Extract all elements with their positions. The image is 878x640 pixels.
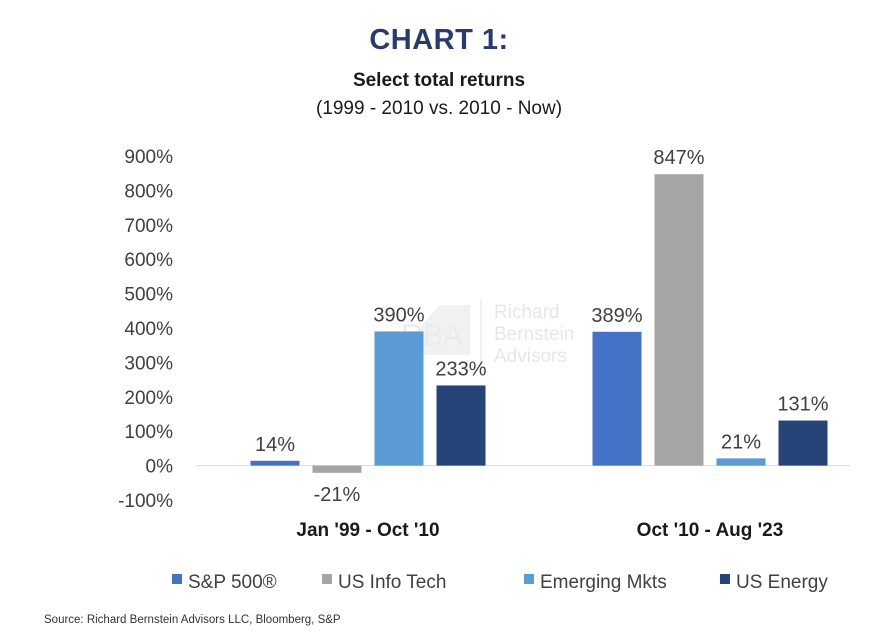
y-tick-label: 300% (124, 353, 173, 374)
y-tick-label: -100% (118, 491, 173, 512)
y-tick-label: 0% (146, 457, 174, 478)
svg-text:Advisors: Advisors (494, 346, 567, 367)
data-label: 233% (435, 358, 486, 380)
bar (250, 460, 300, 466)
data-label: 390% (373, 304, 424, 326)
data-label: 131% (777, 394, 828, 416)
y-tick-label: 400% (124, 319, 173, 340)
bar (312, 465, 362, 473)
y-tick-label: 200% (124, 388, 173, 409)
legend-label: US Energy (736, 572, 828, 593)
legend-swatch (524, 574, 534, 584)
source-note: Source: Richard Bernstein Advisors LLC, … (44, 614, 341, 626)
bar (592, 331, 642, 466)
legend-label: Emerging Mkts (540, 572, 667, 593)
legend-swatch (172, 574, 182, 584)
y-tick-label: 700% (124, 216, 173, 237)
bar (778, 420, 828, 466)
chart-subtitle-period: (1999 - 2010 vs. 2010 - Now) (315, 98, 563, 119)
data-label: 14% (255, 434, 295, 456)
legend-swatch (720, 574, 730, 584)
bar (716, 458, 766, 466)
data-label: 21% (721, 431, 761, 453)
y-tick-label: 100% (124, 422, 173, 443)
chart-title: CHART 1: (369, 24, 509, 56)
chart-subtitle: Select total returns (352, 70, 526, 91)
data-label: -21% (314, 484, 361, 506)
y-tick-label: 500% (124, 285, 173, 306)
x-category-label: Jan '99 - Oct '10 (296, 520, 439, 541)
legend-label: US Info Tech (338, 572, 446, 593)
data-label: 389% (591, 305, 642, 327)
data-label: 847% (653, 147, 704, 169)
y-tick-label: 600% (124, 250, 173, 271)
bar (374, 331, 424, 466)
bar (654, 174, 704, 466)
y-tick-label: 900% (124, 147, 173, 168)
svg-text:Richard: Richard (494, 302, 559, 323)
legend-swatch (322, 574, 332, 584)
svg-text:Bernstein: Bernstein (494, 324, 574, 345)
y-tick-label: 800% (124, 181, 173, 202)
bar (436, 385, 486, 466)
legend-label: S&P 500® (188, 572, 277, 593)
x-category-label: Oct '10 - Aug '23 (637, 520, 784, 541)
